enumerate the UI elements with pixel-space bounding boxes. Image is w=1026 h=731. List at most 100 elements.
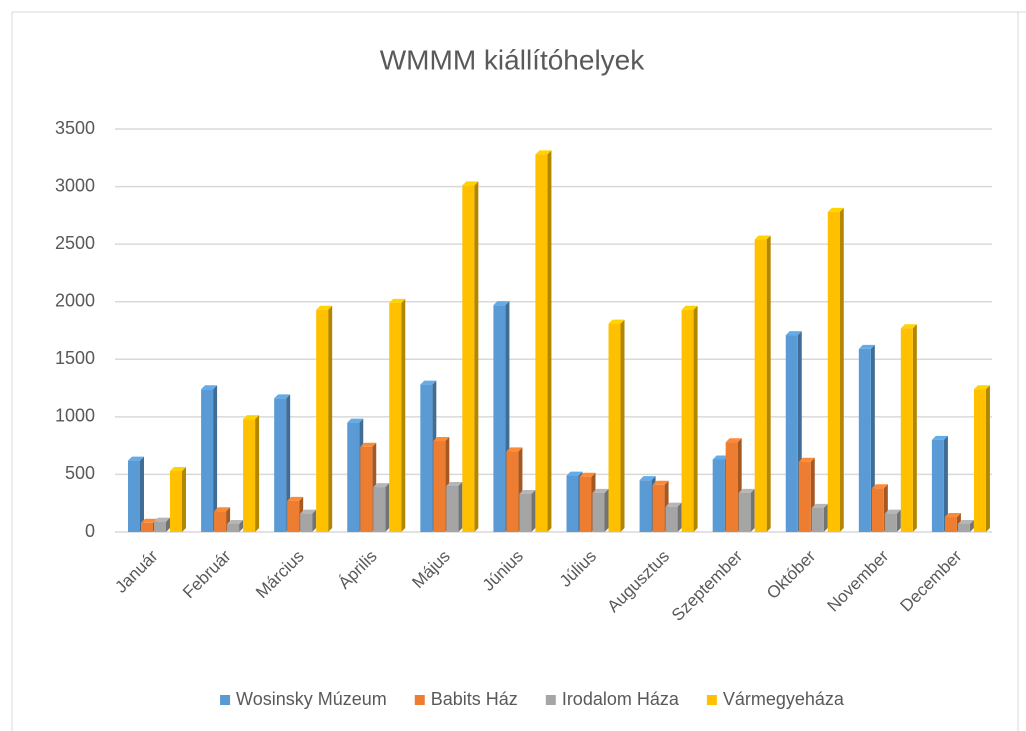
y-tick-label: 1500 — [55, 348, 95, 368]
bar-side — [823, 503, 828, 532]
bar-side — [870, 344, 875, 532]
bar-side — [620, 319, 625, 532]
legend: Wosinsky Múzeum Babits Ház Irodalom Háza Vá… — [220, 689, 845, 709]
bar — [608, 323, 621, 532]
bar-side — [474, 181, 479, 533]
bar — [274, 398, 287, 532]
bar-side — [166, 517, 170, 532]
legend-label: Wosinsky Múzeum — [236, 689, 387, 709]
bar — [652, 484, 665, 532]
bar — [900, 328, 913, 532]
bar — [535, 154, 548, 532]
y-tick-label: 1000 — [55, 406, 95, 426]
bar-top — [798, 457, 815, 462]
legend-swatch — [545, 695, 556, 705]
bar-top — [347, 418, 364, 423]
bar — [579, 476, 592, 532]
bar-top — [900, 324, 917, 329]
bar — [154, 521, 166, 532]
y-tick-label: 2000 — [55, 290, 95, 310]
bar-side — [213, 385, 218, 532]
bar-side — [969, 519, 974, 532]
bar-top — [535, 150, 552, 155]
bar — [493, 305, 506, 532]
bar-top — [681, 305, 698, 310]
bar-top — [389, 298, 406, 303]
bar — [681, 309, 694, 532]
bar-top — [128, 456, 144, 461]
bar — [141, 522, 153, 532]
x-tick-label: November — [823, 546, 892, 615]
bar-top — [243, 415, 260, 420]
bar-top — [665, 502, 682, 507]
bar — [754, 239, 767, 532]
bar — [884, 513, 897, 532]
bar-top — [858, 344, 875, 349]
bar — [827, 211, 840, 532]
bar — [858, 348, 871, 532]
bar-top — [154, 517, 170, 522]
bar-side — [182, 466, 186, 532]
bar — [738, 492, 751, 532]
bar — [373, 487, 386, 532]
bar-top — [944, 513, 961, 518]
bar-top — [931, 435, 948, 440]
bar — [128, 460, 140, 532]
bar — [811, 507, 824, 532]
bar — [214, 511, 227, 532]
bar — [566, 475, 579, 532]
bar-top — [712, 455, 729, 460]
bar — [592, 492, 605, 532]
bar-top — [973, 385, 990, 390]
bar-top — [420, 380, 437, 385]
legend-label: Babits Ház — [431, 689, 518, 709]
y-tick-label: 3000 — [55, 175, 95, 195]
bar — [347, 422, 360, 532]
bar-top — [214, 507, 231, 512]
bar — [944, 517, 957, 532]
bar-top — [462, 181, 479, 186]
y-tick-label: 2500 — [55, 233, 95, 253]
x-tick-label: Január — [111, 546, 161, 596]
bar-side — [912, 324, 917, 532]
bar-top — [170, 466, 186, 471]
bar-side — [604, 488, 609, 532]
bar — [957, 523, 970, 532]
y-tick-label: 0 — [85, 521, 95, 541]
bar-top — [287, 496, 304, 501]
bar-side — [401, 298, 406, 532]
bar-top — [566, 471, 583, 476]
bar-top — [579, 472, 596, 477]
bar — [506, 451, 519, 532]
bar-top — [227, 519, 244, 524]
bar-side — [312, 509, 317, 532]
x-tick-label: Augusztus — [604, 547, 674, 617]
x-tick-label: Május — [408, 547, 454, 593]
x-tick-label: Június — [479, 547, 527, 595]
bar — [446, 485, 459, 532]
x-tick-label: Április — [335, 547, 381, 593]
bar-top — [608, 319, 625, 324]
bar-side — [750, 488, 755, 532]
bar-side — [839, 207, 844, 532]
bar — [462, 185, 475, 533]
bar-side — [766, 235, 771, 532]
bar — [389, 302, 402, 532]
bar-top — [201, 385, 218, 390]
x-tick-label: December — [897, 546, 966, 615]
bar-top — [274, 394, 291, 399]
legend-swatch — [220, 695, 231, 705]
bar-side — [693, 305, 698, 532]
bar — [798, 461, 811, 532]
x-tick-label: Szeptember — [668, 546, 746, 624]
bar-side — [255, 415, 260, 532]
legend-swatch — [706, 695, 717, 705]
bar-side — [239, 519, 244, 532]
bar-side — [286, 394, 291, 532]
bar — [420, 384, 433, 532]
bar-top — [506, 447, 523, 452]
bar — [227, 523, 240, 532]
bar-side — [531, 490, 536, 532]
legend-label: Irodalom Háza — [562, 689, 680, 709]
